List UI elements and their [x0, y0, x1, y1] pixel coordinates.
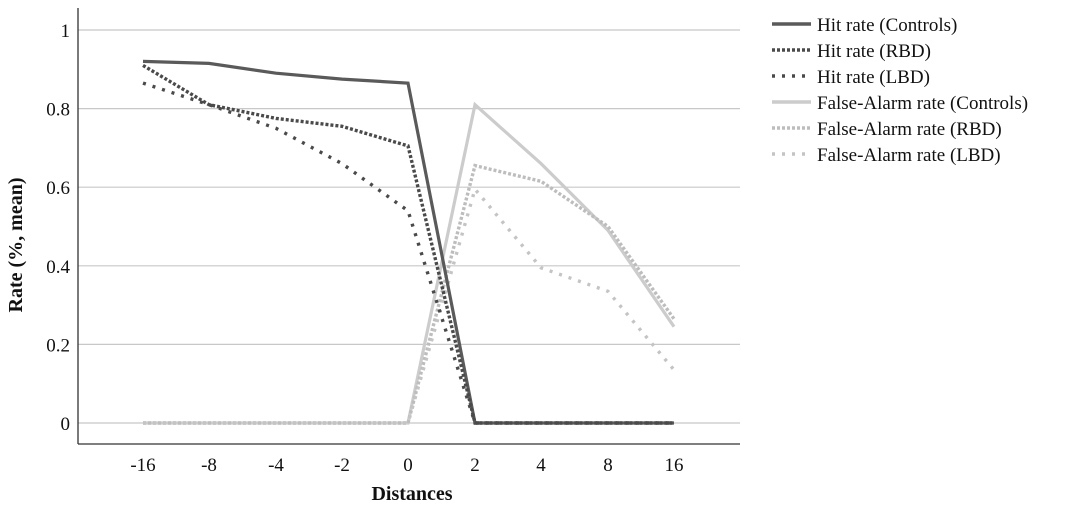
series-lines — [142, 59, 676, 425]
x-tick-label: 4 — [536, 455, 546, 476]
legend-label: False-Alarm rate (Controls) — [817, 93, 1028, 114]
y-tick-label: 0 — [61, 414, 71, 435]
legend-label: False-Alarm rate (LBD) — [817, 145, 1001, 166]
series-line-hit-rate-controls — [142, 59, 674, 425]
x-tick-label: 8 — [603, 455, 613, 476]
y-tick-label: 0.4 — [46, 257, 70, 278]
x-tick-label: -2 — [334, 455, 350, 476]
series-line-false-alarm-rate-lbd — [143, 185, 676, 425]
y-axis-ticks: 0 0.2 0.4 0.6 0.8 1 — [46, 21, 70, 435]
y-tick-label: 0.8 — [46, 100, 70, 121]
series-line-hit-rate-rbd — [142, 63, 674, 425]
x-tick-label: 16 — [665, 455, 684, 476]
legend-label: Hit rate (LBD) — [817, 67, 930, 88]
x-axis-title: Distances — [371, 483, 452, 505]
legend-label: Hit rate (Controls) — [817, 15, 957, 36]
x-tick-label: -16 — [130, 455, 155, 476]
legend-label: False-Alarm rate (RBD) — [817, 119, 1002, 140]
x-axis-ticks: -16 -8 -4 -2 0 2 4 8 16 — [130, 455, 683, 476]
series-line-hit-rate-lbd — [142, 81, 674, 425]
y-tick-label: 1 — [61, 21, 71, 42]
plot-frame — [77, 8, 740, 445]
legend-label: Hit rate (RBD) — [817, 41, 931, 62]
y-tick-label: 0.2 — [46, 335, 70, 356]
x-tick-label: -8 — [201, 455, 217, 476]
x-tick-label: 2 — [470, 455, 480, 476]
legend: Hit rate (Controls) Hit rate (RBD) Hit rat… — [772, 15, 1028, 166]
y-axis-title: Rate (%, mean) — [5, 178, 27, 313]
x-tick-label: 0 — [403, 455, 413, 476]
series-line-false-alarm-rate-rbd — [143, 163, 676, 425]
x-tick-label: -4 — [268, 455, 284, 476]
y-tick-label: 0.6 — [46, 178, 70, 199]
